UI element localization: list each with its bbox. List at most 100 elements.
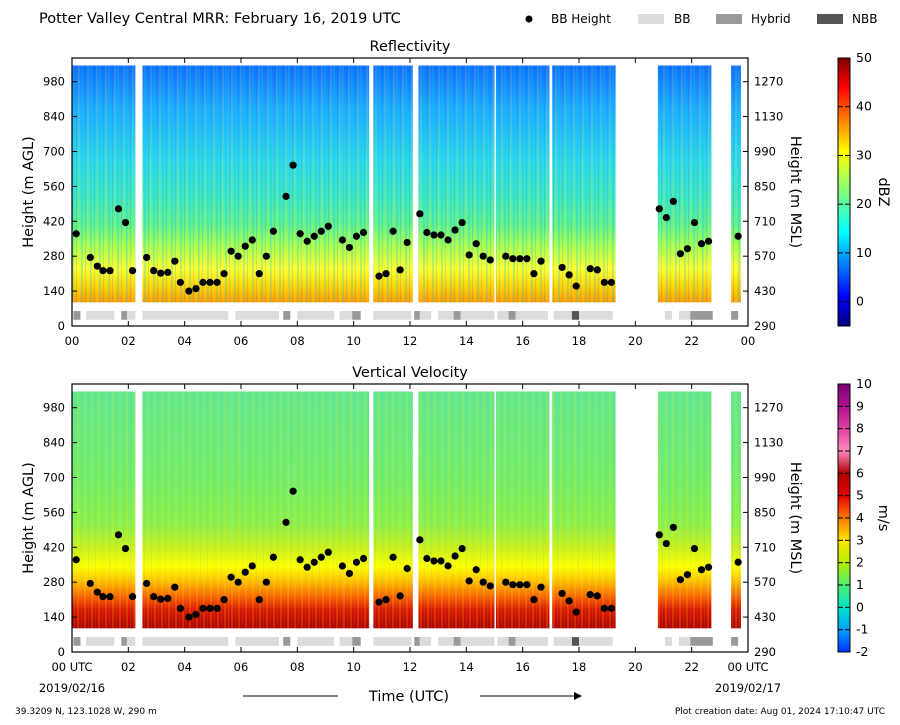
bb-height-point	[662, 539, 670, 548]
bb-height-point	[690, 218, 699, 227]
bb-height-point	[669, 523, 677, 531]
y-tick-label-right: 710	[754, 540, 776, 554]
bb-height-point	[114, 531, 123, 539]
bb-height-point	[697, 566, 706, 574]
y-tick-label: 840	[43, 110, 65, 124]
bb-type-bar	[121, 637, 127, 646]
bb-height-point	[185, 613, 193, 621]
bb-height-point	[382, 596, 390, 604]
colorbar-tick-label: 6	[856, 465, 864, 480]
x-tick-label: 16	[515, 334, 530, 348]
x-tick-label: 14	[459, 660, 474, 674]
legend-patch-nbb	[817, 14, 843, 24]
echo-segment-texture	[418, 391, 495, 629]
bb-height-point	[176, 278, 185, 286]
reflectivity-title: Reflectivity	[370, 39, 451, 55]
bb-height-point	[248, 562, 256, 570]
bb-type-bar	[419, 311, 432, 320]
y-tick-label: 140	[43, 284, 65, 298]
bb-type-bar	[126, 311, 136, 320]
echo-segment-texture	[142, 65, 229, 303]
bb-type-bar	[553, 311, 572, 320]
bb-height-point	[106, 593, 114, 601]
velocity-heatmap	[72, 391, 741, 629]
velocity-colorbar-label: m/s	[875, 505, 891, 532]
bb-height-point	[248, 236, 256, 244]
bb-height-point	[444, 236, 452, 244]
bb-height-point	[607, 278, 615, 286]
bb-height-point	[296, 556, 304, 564]
echo-segment-texture	[288, 391, 343, 629]
colorbar-tick-label: 20	[856, 196, 872, 211]
bb-height-point	[72, 230, 80, 238]
bb-type-bar	[373, 637, 412, 646]
bb-type-bar	[352, 311, 361, 320]
bb-height-point	[704, 563, 713, 571]
reflectivity-colorbar-label: dBZ	[875, 177, 891, 206]
bb-type-bar	[73, 637, 81, 646]
bb-height-point	[324, 548, 332, 556]
y-tick-label-right: 1130	[754, 110, 783, 124]
bb-height-point	[565, 271, 573, 279]
y-tick-label-right: 1130	[754, 436, 783, 450]
bb-height-point	[114, 205, 123, 213]
echo-segment-texture	[731, 391, 741, 629]
x-tick-label: 00 UTC	[51, 660, 92, 674]
bb-height-point	[192, 611, 200, 619]
legend-label-nbb: NBB	[852, 12, 877, 26]
colorbar-tick-label: 3	[856, 532, 864, 547]
bb-height-point	[444, 562, 452, 570]
bb-height-point	[72, 556, 80, 564]
echo-segment-texture	[342, 391, 370, 629]
bb-type-bar	[690, 637, 713, 646]
bb-height-point	[255, 596, 263, 604]
bb-height-point	[375, 598, 383, 606]
y-tick-label-right: 990	[754, 144, 776, 158]
bb-height-point	[416, 536, 424, 544]
start-date: 2019/02/16	[39, 681, 105, 695]
velocity-marks: 980 840 700 560 420 280 140 0 1270 1130 990 850 710 5…	[43, 384, 783, 674]
y-tick-label: 280	[43, 575, 65, 589]
y-tick-label-right: 290	[754, 319, 776, 333]
echo-segment-texture	[731, 65, 741, 303]
bb-height-point	[403, 564, 411, 573]
bb-height-point	[683, 571, 692, 579]
y-tick-label-right: 290	[754, 645, 776, 659]
bb-height-point	[241, 568, 249, 576]
bb-height-point	[572, 608, 580, 616]
y-tick-label: 280	[43, 249, 65, 263]
bb-height-point	[289, 161, 297, 169]
bb-height-point	[458, 218, 466, 227]
bb-height-point	[690, 544, 699, 553]
bb-height-point	[416, 210, 424, 218]
y-tick-label-right: 850	[754, 505, 776, 519]
bb-height-point	[317, 227, 325, 235]
y-tick-label: 0	[58, 319, 65, 333]
bb-height-point	[86, 579, 94, 588]
bb-height-point	[345, 243, 354, 252]
colorbar-tick-label: 10	[856, 245, 872, 260]
colorbar-tick-label: 50	[856, 50, 872, 65]
bb-type-bar	[414, 311, 420, 320]
bb-height-point	[389, 553, 397, 561]
colorbar-tick-label: 40	[856, 99, 872, 114]
bb-type-bar	[126, 637, 136, 646]
bb-height-point	[523, 581, 531, 589]
bb-height-point	[220, 596, 228, 604]
colorbar-tick-label: 0	[856, 599, 864, 614]
bb-height-point	[537, 257, 545, 265]
y-tick-label-right: 570	[754, 575, 776, 589]
bb-height-point	[338, 562, 346, 570]
bb-height-point	[593, 266, 601, 274]
colorbar-tick-label: 2	[856, 555, 864, 570]
echo-segment-texture	[342, 65, 370, 303]
legend-label-hybrid: Hybrid	[751, 12, 791, 26]
bb-height-point	[359, 554, 368, 563]
bb-type-bar	[235, 311, 280, 320]
bb-height-point	[269, 227, 277, 235]
echo-segment-texture	[495, 391, 550, 629]
echo-segment-texture	[373, 391, 413, 629]
x-tick-label: 18	[572, 334, 587, 348]
bb-type-bar	[121, 311, 127, 320]
